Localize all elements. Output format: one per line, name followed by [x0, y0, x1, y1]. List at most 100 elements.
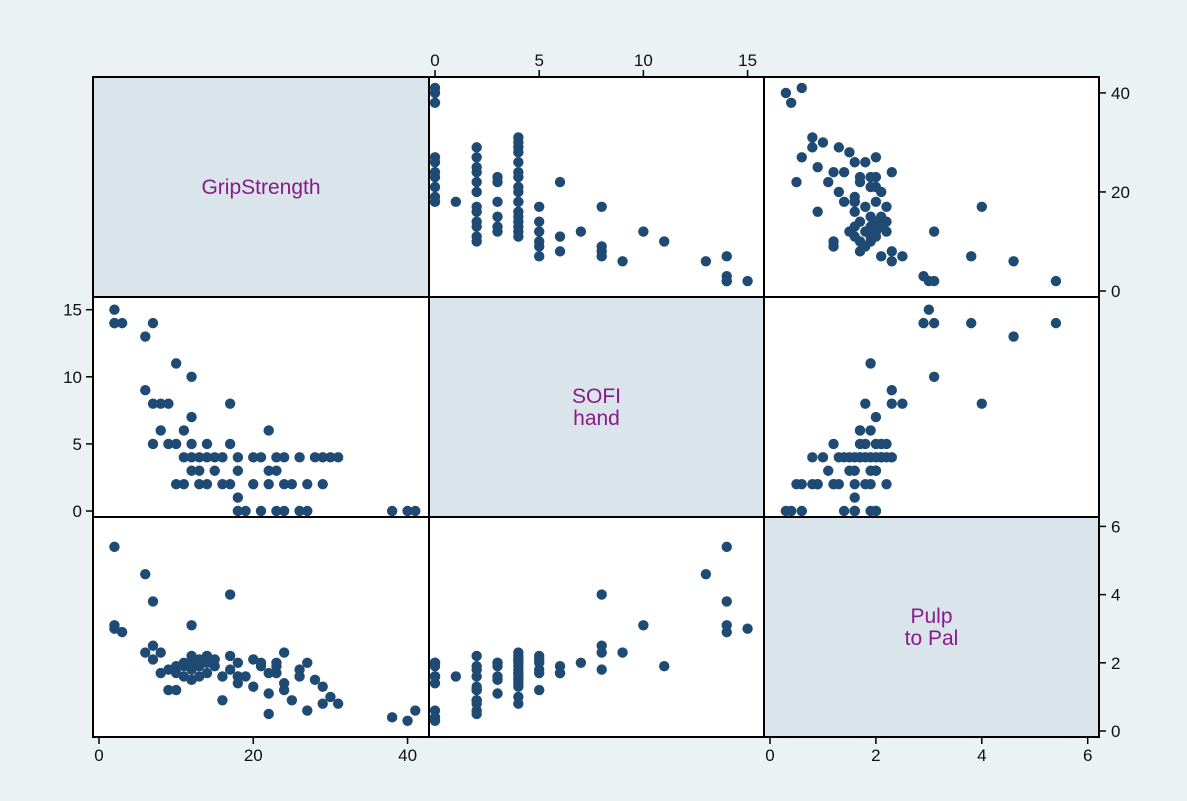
data-point [255, 452, 267, 463]
tick-label-sofi: 5 [73, 435, 82, 454]
data-point [875, 438, 887, 450]
data-point [163, 398, 174, 409]
data-point [429, 97, 441, 109]
data-point [109, 317, 120, 329]
data-point [186, 465, 197, 476]
data-point [186, 371, 197, 383]
data-point [186, 438, 197, 450]
tick-label-sofi: 10 [63, 368, 82, 387]
data-point [780, 87, 792, 99]
data-point [817, 452, 829, 463]
scatter-panel-pulp-vs-sofi [428, 516, 765, 738]
data-point [109, 304, 120, 315]
data-point [471, 142, 482, 153]
data-point [232, 465, 244, 476]
data-point [271, 452, 282, 463]
data-point [263, 708, 274, 720]
data-point [575, 226, 587, 237]
tick-label-pulp: 2 [871, 746, 880, 765]
data-point [886, 246, 897, 257]
data-point [596, 640, 607, 651]
scatter-panel-grip-vs-pulp [763, 76, 1100, 298]
data-point [865, 358, 876, 369]
data-point [886, 398, 897, 409]
data-point [513, 667, 524, 679]
data-point [186, 411, 197, 423]
data-point [194, 452, 205, 463]
data-point [286, 695, 298, 706]
data-point [533, 226, 545, 237]
data-point [140, 647, 151, 658]
data-point [170, 438, 182, 450]
data-point [721, 275, 732, 287]
data-point [865, 478, 876, 490]
data-point [886, 256, 897, 267]
data-point [302, 657, 313, 669]
data-point [828, 241, 839, 252]
data-point [854, 425, 866, 436]
data-point [817, 137, 829, 148]
tick-label-sofi: 10 [634, 51, 653, 70]
data-point [224, 438, 236, 450]
data-point [492, 661, 503, 672]
data-point [147, 398, 159, 409]
data-point [163, 438, 174, 450]
data-point [294, 505, 305, 517]
data-point [317, 698, 328, 709]
data-point [201, 478, 213, 490]
data-point [533, 654, 545, 665]
data-point [870, 452, 882, 463]
data-point [513, 196, 524, 208]
variable-label-sofi: hand [573, 407, 620, 430]
data-point [317, 681, 328, 692]
data-point [870, 152, 882, 163]
data-point [854, 452, 866, 463]
data-point [471, 176, 482, 188]
data-point [849, 478, 860, 490]
data-point [1008, 331, 1019, 342]
tick-label-pulp: 4 [977, 746, 986, 765]
data-point [294, 452, 305, 463]
data-point [278, 478, 290, 490]
data-point [429, 181, 441, 193]
tick-label-sofi: 0 [430, 51, 439, 70]
data-point [807, 142, 818, 153]
data-point [854, 246, 866, 257]
data-point [201, 452, 213, 463]
data-point [224, 398, 236, 409]
data-point [1008, 256, 1019, 267]
data-point [796, 505, 807, 517]
data-point [429, 657, 441, 669]
data-point [147, 596, 159, 607]
data-point [116, 317, 128, 329]
data-point [796, 152, 807, 163]
data-point [294, 671, 305, 682]
data-point [471, 206, 482, 217]
data-point [513, 231, 524, 242]
data-point [278, 647, 290, 658]
data-point [870, 411, 882, 423]
data-point [554, 231, 566, 242]
data-point [838, 452, 850, 463]
data-point [271, 505, 282, 517]
data-point [513, 157, 524, 168]
data-point [492, 226, 503, 237]
data-point [823, 465, 834, 476]
data-point [332, 452, 344, 463]
data-point [923, 304, 935, 315]
data-point [742, 623, 753, 634]
data-point [429, 157, 441, 168]
data-point [263, 688, 274, 699]
data-point [785, 97, 797, 109]
data-point [140, 385, 151, 396]
data-point [870, 196, 882, 208]
data-point [838, 196, 850, 208]
data-point [224, 650, 236, 662]
data-point [170, 358, 182, 369]
data-point [976, 398, 988, 409]
data-point [186, 620, 197, 631]
data-point [897, 251, 908, 262]
data-point [240, 505, 251, 517]
data-point [429, 196, 441, 208]
